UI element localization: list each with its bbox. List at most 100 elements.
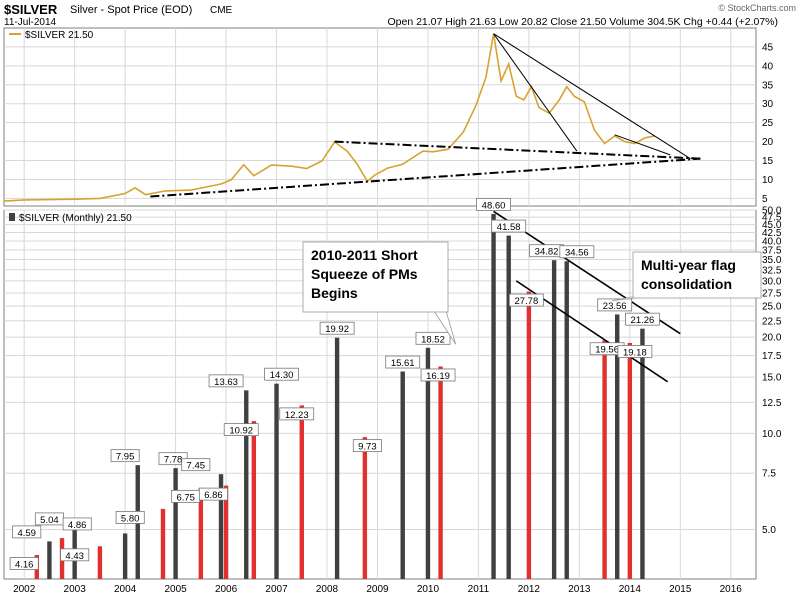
bottom-y-tick-label: 37.5 [762, 245, 782, 256]
data-label-box [264, 367, 299, 381]
x-tick-label: 2009 [366, 584, 389, 595]
top-y-tick-label: 10 [762, 175, 774, 186]
data-label-box [110, 449, 140, 463]
bar-up [334, 337, 340, 579]
bottom-panel-legend: $SILVER (Monthly) 21.50 [9, 213, 132, 224]
bar-up [640, 328, 645, 579]
bottom-panel-title: $SILVER (Monthly) 21.50 [19, 213, 132, 224]
price-line-panel: 5 10 15 20 25 30 35 40 45 $SILVER 21.50 [3, 27, 774, 207]
bottom-y-tick-label: 15.0 [762, 373, 782, 384]
top-y-tick-label: 15 [762, 156, 774, 167]
data-label-text: 5.04 [40, 515, 59, 526]
data-label-box [12, 525, 42, 539]
dash-dot-trendline [150, 157, 701, 198]
bottom-y-tick-label: 40.0 [762, 236, 782, 247]
data-label-box [62, 517, 92, 531]
x-tick-label: 2011 [468, 584, 490, 595]
data-label-box [181, 458, 211, 472]
data-label-text: 48.60 [482, 200, 506, 211]
bar-up [615, 314, 620, 579]
ticker-description: Silver - Spot Price (EOD) [70, 4, 192, 16]
bar-down [602, 340, 607, 579]
top-y-tick-label: 45 [762, 42, 774, 53]
annotation-text: 2010-2011 Short [311, 247, 418, 263]
data-label-box [420, 368, 456, 382]
data-label-text: 15.61 [391, 358, 415, 369]
bottom-y-tick-label: 45.0 [762, 220, 782, 231]
x-axis: 2002 2003 2004 2005 2006 2007 2008 2009 2010 2011… [13, 584, 742, 595]
annotation-text: Begins [311, 285, 358, 301]
annotation-box [302, 241, 449, 313]
top-y-tick-label: 5 [762, 194, 768, 205]
data-label-text: 34.82 [535, 247, 559, 258]
bar-up [173, 468, 178, 579]
data-label-box [319, 321, 355, 335]
top-y-tick-label: 30 [762, 99, 774, 110]
data-label-box [559, 245, 595, 259]
data-label-box [60, 548, 90, 562]
data-label-box [352, 439, 382, 453]
bottom-y-tick-label: 20.0 [762, 333, 782, 344]
x-tick-label: 2005 [164, 584, 187, 595]
x-tick-label: 2002 [13, 584, 36, 595]
data-label-text: 7.78 [164, 455, 183, 466]
annotation-box [632, 251, 762, 299]
bar-down [299, 405, 304, 579]
bottom-y-tick-label: 5.0 [762, 525, 776, 536]
data-label-text: 7.95 [116, 452, 135, 463]
bottom-y-tick-label: 25.0 [762, 302, 782, 313]
data-label-text: 41.58 [497, 222, 521, 233]
x-tick-label: 2003 [64, 584, 87, 595]
ticker-exchange: CME [210, 5, 233, 16]
data-label-text: 14.30 [270, 370, 294, 381]
data-label-text: 5.80 [121, 513, 140, 524]
data-label-text: 16.19 [426, 371, 450, 382]
data-label-box [115, 511, 145, 524]
data-labels: 4.16 4.59 5.04 4.43 4.86 7.95 5.80 7.78 6.75 7.45… [9, 198, 660, 571]
bar-up [564, 261, 569, 579]
data-label-text: 4.16 [15, 560, 34, 571]
trendline [493, 33, 691, 160]
data-label-box [491, 219, 527, 233]
bottom-y-tick-label: 30.0 [762, 276, 782, 287]
bottom-y-tick-label: 42.5 [762, 228, 782, 239]
bottom-y-tick-label: 7.5 [762, 469, 776, 480]
data-label-text: 18.52 [421, 334, 445, 345]
data-label-text: 9.73 [358, 442, 377, 453]
data-label-box [385, 355, 421, 369]
data-label-box [208, 374, 244, 388]
bar-down [198, 487, 204, 579]
trendline [493, 33, 578, 152]
x-tick-label: 2012 [518, 584, 541, 595]
data-label-text: 23.56 [603, 301, 627, 312]
bottom-y-tick-label: 27.5 [762, 288, 782, 299]
top-panel-y-ticks: 5 10 15 20 25 30 35 40 45 [762, 42, 774, 204]
data-label-text: 27.78 [514, 296, 538, 307]
bar-down [362, 437, 368, 579]
x-tick-label: 2008 [316, 584, 339, 595]
bar-up [491, 213, 496, 579]
data-label-box [198, 487, 228, 501]
bar-up [274, 383, 279, 579]
dash-dot-trendline [334, 140, 701, 160]
watermark: © StockCharts.com [718, 3, 796, 13]
bar-down [251, 421, 257, 579]
bar-up [551, 260, 557, 579]
chart-date: 11-Jul-2014 [4, 17, 57, 28]
annotation-text: Multi-year flag [641, 257, 736, 273]
bottom-y-tick-label: 47.5 [762, 213, 782, 224]
x-tick-label: 2010 [417, 584, 440, 595]
bar-up [47, 541, 52, 579]
ticker-symbol: $SILVER [4, 2, 58, 17]
x-tick-label: 2007 [265, 584, 288, 595]
data-label-box [508, 293, 544, 307]
bar-down [627, 342, 633, 579]
data-label-box [415, 331, 451, 345]
top-y-tick-label: 20 [762, 137, 774, 148]
x-tick-label: 2014 [619, 584, 642, 595]
legend-bar-swatch [9, 213, 15, 221]
bottom-y-tick-label: 17.5 [762, 351, 782, 362]
monthly-bar-panel: 5.0 7.5 10.0 12.5 15.0 17.5 20.0 22.5 25.0 27.530… [3, 198, 782, 580]
